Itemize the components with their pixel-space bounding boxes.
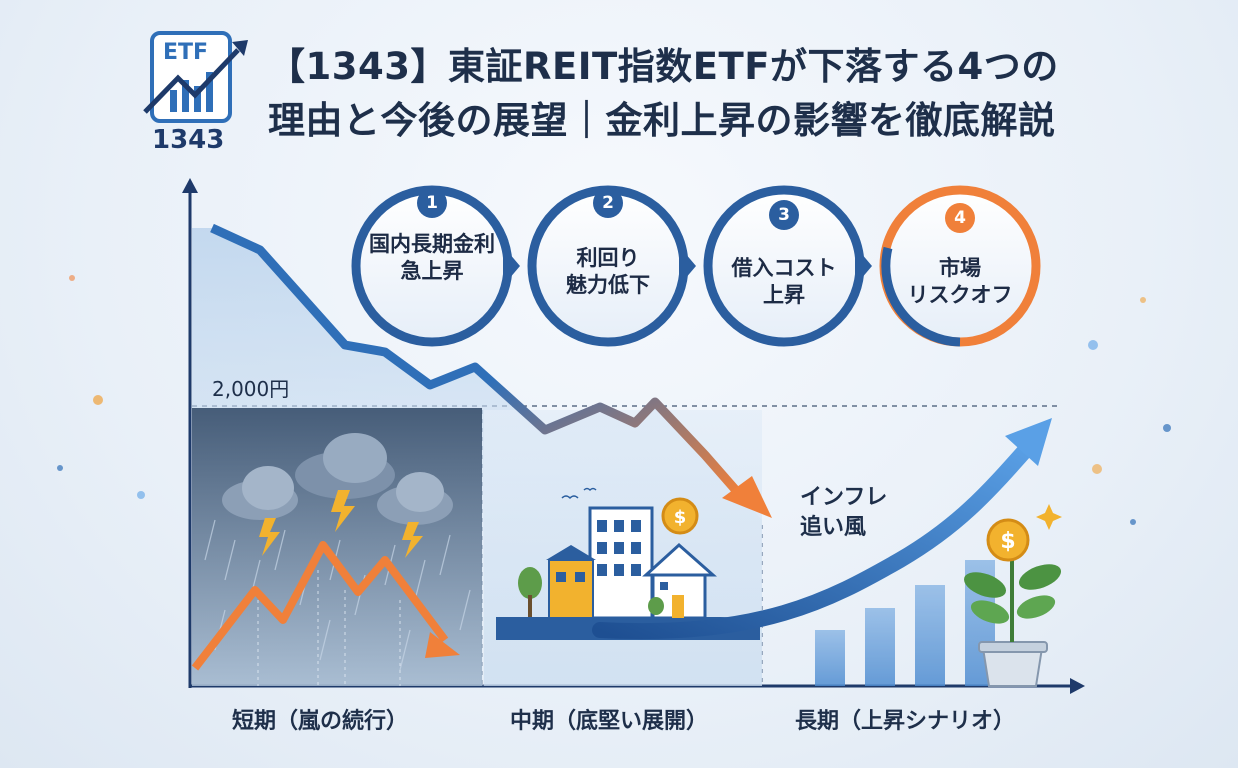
coin-icon: $ [661,497,699,535]
step-4-line-2: リスクオフ [907,283,1013,307]
inflation-annotation: インフレ 追い風 [800,483,887,543]
storm-cloud-icon [222,433,453,525]
house-icon [642,542,717,620]
step-2-line-1: 利回り [576,246,640,270]
annotation-line-1: インフレ [800,485,888,510]
building-icon [518,506,654,620]
step-2-line-2: 魅力低下 [566,273,650,297]
etf-code: 1343 [152,125,225,155]
step-4-number: 4 [945,203,975,233]
step-3-number: 3 [769,200,799,230]
uptrend-arrow [592,418,1052,640]
bird-icon [583,487,597,492]
downtrend-line [210,223,772,518]
decorative-dots [57,275,1171,525]
phase-long-term-label: 長期（上昇シナリオ） [795,709,1016,734]
title-line-2: 理由と今後の展望｜金利上昇の影響を徹底解説 [268,99,1056,142]
step-1-number: 1 [417,188,447,218]
title-line-1: 【1343】東証REIT指数ETFが下落する4つの [268,45,1059,88]
step-4-label: 市場 リスクオフ [895,255,1025,309]
step-4-line-1: 市場 [939,256,981,280]
step-1-line-2: 急上昇 [400,259,464,283]
step-2-number: 2 [593,188,623,218]
etf-chart-icon [143,31,248,123]
step-3-line-2: 上昇 [763,283,805,307]
sparkle-icon [1036,504,1062,530]
svg-text:$: $ [1000,529,1015,554]
step-3-label: 借入コスト 上昇 [719,255,849,309]
price-level-label: 2,000円 [212,377,290,401]
step-3-circle [703,185,872,347]
lightning-icon [259,490,423,558]
step-3-line-1: 借入コスト [731,256,837,280]
coin-icon: $ [986,518,1030,562]
step-1-label: 国内長期金利 急上昇 [367,231,497,285]
plant-icon [963,560,1062,687]
svg-text:$: $ [674,507,687,528]
step-2-label: 利回り 魅力低下 [543,245,673,299]
page-title: 【1343】東証REIT指数ETFが下落する4つの 理由と今後の展望｜金利上昇の… [268,40,1168,148]
step-4-circle [879,185,1041,347]
phase-mid-term-label: 中期（底堅い展開） [510,709,709,734]
step-1-line-1: 国内長期金利 [369,232,495,256]
phase-short-term-label: 短期（嵐の続行） [232,709,409,734]
etf-logo-text: ETF [163,40,209,65]
bird-icon [561,495,579,500]
annotation-line-2: 追い風 [800,515,867,540]
